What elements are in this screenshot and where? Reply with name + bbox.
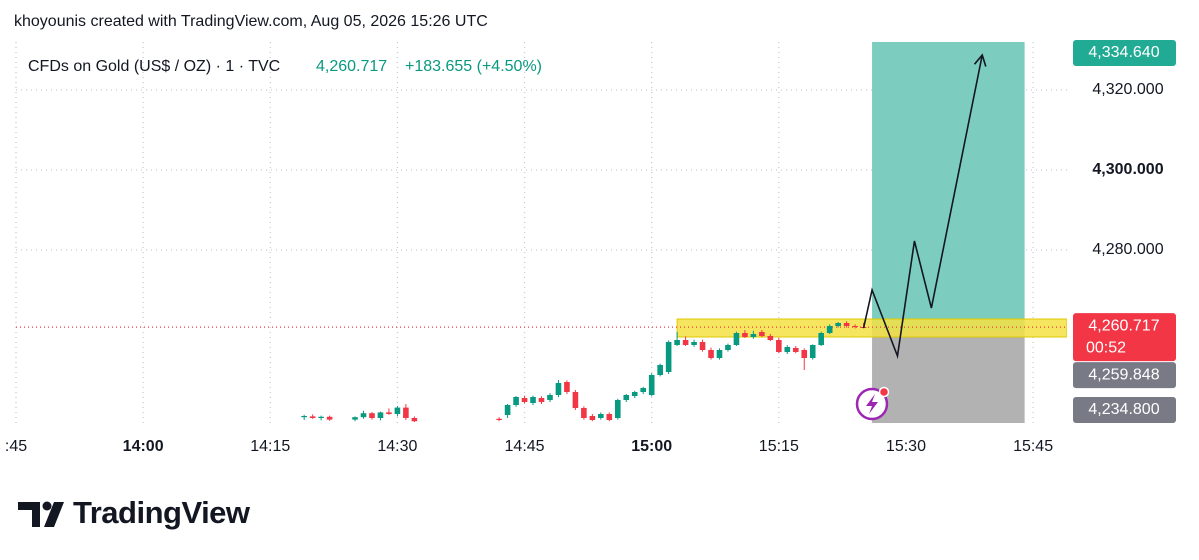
projection-arrowhead (973, 53, 987, 67)
candle-body (843, 323, 850, 326)
loss-zone (872, 330, 1025, 423)
candle-body (547, 395, 553, 400)
candle-body (564, 382, 570, 392)
candle-body (691, 342, 697, 345)
x-tick-label: 14:00 (123, 438, 164, 455)
candle-body (750, 334, 757, 337)
candle-body (386, 412, 392, 414)
candle-body (742, 333, 748, 337)
candle-body (352, 417, 358, 420)
candle-body (589, 416, 596, 420)
stop-price-label: 4,234.800 (1088, 401, 1159, 418)
support-zone (676, 318, 1067, 338)
y-tick-label: 4,300.000 (1092, 161, 1163, 178)
labels: :45 14:00 14:15 14:30 14:45 15:00 15:15 15:30 15… (5, 40, 1176, 455)
candle-body (852, 326, 858, 327)
candle-body (801, 350, 808, 358)
candle-body (581, 408, 587, 418)
candle-body (657, 365, 663, 375)
symbol: CFDs on Gold (US$ / OZ) · 1 · TVC (28, 58, 280, 75)
brand-name: TradingView (73, 495, 251, 530)
candle-body (809, 345, 816, 358)
candle-body (606, 414, 613, 420)
candle-body (521, 398, 528, 402)
candle-body (369, 413, 375, 418)
candle-body (759, 332, 765, 336)
entry-price-label: 4,259.848 (1088, 366, 1159, 383)
last-price-label: 4,260.717 (1088, 317, 1159, 334)
candle-body (598, 414, 604, 418)
candle-body (665, 342, 672, 372)
x-tick-label: 15:15 (759, 438, 799, 455)
target-price-label-bg (1073, 40, 1176, 66)
candle-body (767, 336, 774, 340)
change: +183.655 (+4.50%) (405, 58, 542, 75)
candle-body (403, 407, 409, 418)
x-tick-label: 15:45 (1013, 438, 1053, 455)
last-price: 4,260.717 (316, 58, 387, 75)
candle-body (674, 340, 680, 345)
candle-body (513, 397, 519, 405)
x-tick-label: 15:00 (631, 438, 672, 455)
candle-body (648, 375, 655, 395)
y-tick-label: 4,280.000 (1092, 241, 1163, 258)
candle-body (682, 340, 689, 345)
x-tick-label: 14:30 (377, 438, 417, 455)
candle-body (699, 342, 706, 350)
brand-logo: TradingView (18, 495, 251, 530)
candle-body (301, 416, 307, 418)
candle-body (377, 412, 384, 418)
candle-body (496, 418, 502, 420)
candle-body (360, 413, 367, 418)
candle-body (623, 395, 630, 400)
candle-body (818, 333, 825, 345)
candle-body (530, 397, 536, 403)
legend: CFDs on Gold (US$ / OZ) · 1 · TVC 4,260.… (28, 58, 542, 75)
candle-body (504, 405, 511, 415)
candle-body (708, 350, 714, 358)
credit: khoyounis created with TradingView.com, … (14, 13, 488, 30)
candle-body (792, 348, 799, 352)
candle-body (776, 340, 782, 352)
candle-body (784, 347, 791, 352)
candle-body (716, 350, 723, 358)
candle-body (640, 388, 647, 392)
candle-body (614, 400, 621, 418)
x-tick-label: 15:30 (886, 438, 926, 455)
candle-body (318, 416, 324, 418)
entry-price-label-bg (1073, 362, 1176, 389)
candle-body (631, 392, 638, 396)
candle-body (725, 345, 731, 350)
stop-price-label-bg (1073, 397, 1176, 423)
candle-body (733, 333, 740, 345)
alert-icon (855, 386, 890, 421)
candle-body (309, 416, 316, 418)
candle-body (555, 383, 562, 395)
candle-body (411, 418, 418, 422)
x-tick-label: 14:15 (250, 438, 290, 455)
target-price-label: 4,334.640 (1088, 44, 1159, 61)
y-tick-label: 4,320.000 (1092, 81, 1163, 98)
profit-zone (872, 42, 1025, 331)
candle-body (835, 323, 841, 326)
countdown-label: 00:52 (1086, 339, 1126, 356)
last-price-bg (1073, 313, 1176, 362)
candle-body (572, 392, 579, 408)
plot-area (16, 42, 1067, 423)
x-tick-label: 14:45 (505, 438, 545, 455)
candle-body (538, 398, 545, 402)
candle-body (326, 416, 333, 420)
candle-body (394, 407, 401, 414)
x-tick-label: :45 (5, 438, 27, 455)
projection-path (862, 54, 984, 360)
candle-body (826, 326, 833, 333)
